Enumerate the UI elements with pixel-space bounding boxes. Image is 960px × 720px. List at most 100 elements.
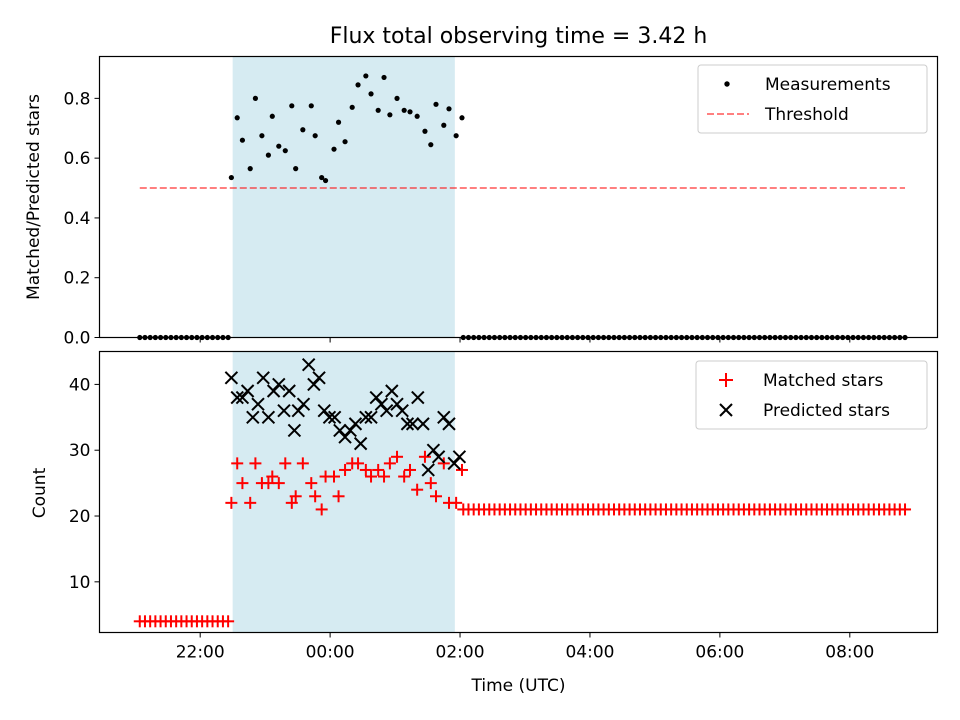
measurements-point [355, 82, 361, 88]
predicted-stars-point [327, 410, 342, 425]
matched-stars-point [262, 477, 275, 490]
predicted-stars-point [224, 371, 239, 385]
measurements-point [265, 152, 271, 158]
matched-stars-point [365, 470, 378, 483]
matched-stars-point [225, 496, 238, 509]
measurements-point [331, 146, 337, 152]
y-tick-label: 0.4 [63, 209, 90, 229]
measurements-point [368, 91, 374, 97]
legend-label-matched: Matched stars [763, 371, 883, 391]
y-tick-label: 0.0 [63, 329, 90, 349]
y-tick-label: 30 [69, 441, 91, 461]
matched-stars-point [359, 463, 372, 476]
legend-marker-predicted [719, 403, 733, 417]
measurements-point [269, 113, 275, 119]
measurements-point [252, 95, 259, 101]
predicted-stars-point [287, 423, 302, 438]
measurements-point [342, 139, 348, 145]
predicted-stars-point [322, 410, 337, 425]
y-tick-label: 0.6 [63, 149, 90, 169]
y-axis-label-ratio: Matched/Predicted stars [24, 94, 44, 300]
measurements-point [300, 127, 306, 133]
predicted-stars-point [348, 417, 363, 431]
legend-label-measurements: Measurements [765, 75, 891, 95]
predicted-stars-point [385, 384, 399, 398]
x-tick-label: 22:00 [176, 643, 225, 663]
legend-label-predicted: Predicted stars [763, 401, 890, 421]
measurements-point [247, 166, 253, 172]
matched-stars-point [404, 463, 417, 476]
panel-ratio: 0.00.20.40.60.8 Matched/Predicted stars … [24, 55, 939, 349]
matched-stars-point [222, 615, 235, 628]
matched-stars-point [231, 457, 244, 470]
legend-top: Measurements Threshold [697, 64, 928, 134]
matched-stars-point [383, 457, 396, 470]
matched-stars-point [398, 470, 411, 483]
measurements-point [394, 95, 400, 101]
matched-stars-point [328, 470, 341, 483]
predicted-stars-point [246, 410, 260, 425]
predicted-stars-point [277, 404, 291, 418]
y-tick-label: 40 [69, 375, 91, 395]
legend-marker-measurements [724, 81, 730, 87]
measurements-point [387, 112, 393, 118]
x-tick-label: 06:00 [695, 643, 744, 663]
matched-stars-point [305, 477, 318, 490]
legend-frame-top [697, 64, 928, 134]
matched-stars-point [309, 490, 322, 503]
measurements-point [446, 106, 452, 112]
measurements-point [319, 174, 325, 181]
predicted-stars-point [301, 357, 316, 372]
x-tick-label: 00:00 [306, 643, 355, 663]
measurements-point [276, 143, 282, 149]
matched-stars-point [424, 477, 437, 490]
matched-stars-point [249, 457, 262, 470]
predicted-stars-point [431, 450, 446, 464]
predicted-stars-point [312, 371, 326, 385]
matched-stars-point [372, 463, 385, 476]
measurements-point [349, 104, 355, 110]
x-axis-label: Time (UTC) [471, 676, 566, 696]
plot-frame-bottom [98, 350, 939, 634]
measurements-point [335, 119, 342, 125]
predicted-stars-point [400, 417, 415, 431]
y-tick-label: 0.8 [63, 89, 90, 109]
matched-stars-point [272, 477, 285, 490]
predicted-stars-point [240, 384, 255, 398]
measurements-point [282, 148, 288, 154]
x-tick-label: 02:00 [436, 643, 485, 663]
measurements-point [363, 73, 369, 79]
y-tick-label: 20 [69, 507, 91, 527]
measurements-point [322, 177, 329, 184]
matched-stars-point [378, 470, 391, 483]
predicted-stars-point [296, 397, 311, 411]
x-tick-label: 04:00 [565, 643, 614, 663]
measurements-point [289, 103, 295, 109]
x-tick-label: 08:00 [825, 643, 874, 663]
matched-stars-point [332, 490, 345, 503]
matched-stars-point [244, 496, 257, 509]
legend-marker-matched [719, 373, 733, 387]
measurements-point [401, 107, 407, 113]
legend-label-threshold: Threshold [764, 105, 849, 125]
matched-stars-point [279, 457, 292, 470]
matched-stars-point [352, 457, 365, 470]
predicted-stars-point [405, 417, 420, 431]
predicted-stars-point [256, 371, 270, 385]
matched-stars-point [411, 483, 424, 496]
highlight-span-top [232, 56, 455, 338]
predicted-stars-point [261, 410, 276, 425]
measurements-point [453, 133, 459, 139]
predicted-stars-point [282, 384, 296, 398]
measurements-point [381, 74, 387, 81]
measurements-point [234, 115, 240, 121]
measurements-point [228, 174, 234, 181]
legend-frame-bottom [695, 360, 928, 430]
predicted-stars-point [452, 450, 467, 464]
matched-stars-point [418, 450, 431, 463]
plot-frame-top [98, 55, 939, 339]
predicted-stars-point [364, 410, 378, 425]
matched-stars-point [315, 503, 328, 516]
measurements-point [433, 101, 439, 107]
